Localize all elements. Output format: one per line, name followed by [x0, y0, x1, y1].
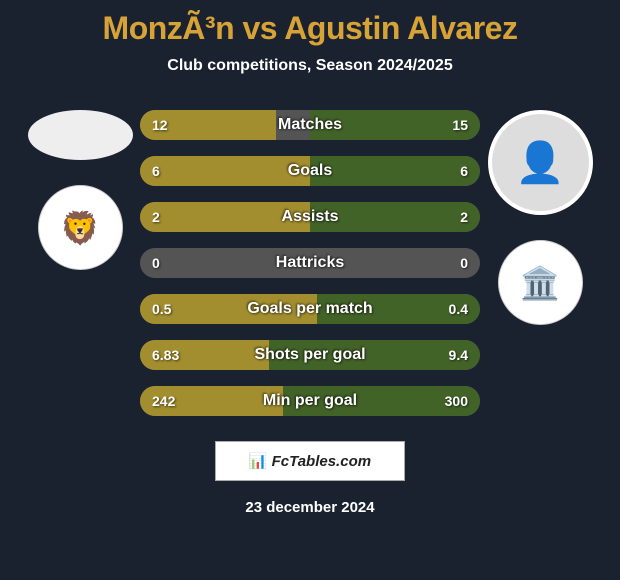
- bar-label: Goals per match: [247, 300, 372, 318]
- club-emoji-icon: 🦁: [60, 209, 100, 247]
- subtitle: Club competitions, Season 2024/2025: [0, 57, 620, 75]
- bar-value-right: 0: [460, 255, 468, 271]
- bar-value-right: 300: [445, 393, 468, 409]
- player-left-club-badge: 🦁: [38, 185, 123, 270]
- bar-value-right: 6: [460, 163, 468, 179]
- bar-fill-right: [310, 156, 480, 186]
- footer-brand-text: FcTables.com: [272, 453, 371, 470]
- stat-bar-row: 2 Assists 2: [140, 202, 480, 232]
- bar-label: Goals: [288, 162, 332, 180]
- club-emoji-icon: 🏛️: [520, 264, 560, 302]
- bar-value-left: 0.5: [152, 301, 171, 317]
- bar-value-right: 15: [452, 117, 468, 133]
- bar-value-left: 6.83: [152, 347, 179, 363]
- left-player-column: 🦁: [20, 105, 140, 270]
- bar-label: Matches: [278, 116, 342, 134]
- chart-icon: 📊: [249, 452, 268, 470]
- player-right-club-badge: 🏛️: [498, 240, 583, 325]
- bar-label: Min per goal: [263, 392, 357, 410]
- footer-brand[interactable]: 📊 FcTables.com: [215, 441, 405, 481]
- bar-fill-left: [140, 156, 310, 186]
- bar-value-left: 12: [152, 117, 168, 133]
- stat-bar-row: 0.5 Goals per match 0.4: [140, 294, 480, 324]
- bar-label: Hattricks: [276, 254, 344, 272]
- page-title: MonzÃ³n vs Agustin Alvarez: [0, 10, 620, 47]
- stat-bars: 12 Matches 15 6 Goals 6 2 Assists 2 0 Hattricks 0 0.…: [140, 105, 480, 416]
- player-left-avatar-placeholder: [28, 110, 133, 160]
- player-right-avatar: 👤: [488, 110, 593, 215]
- bar-value-right: 0.4: [449, 301, 468, 317]
- main-content: 🦁 12Matches156Goals62Assists20Hattricks0…: [0, 105, 620, 416]
- stat-bar-row: 6 Goals 6: [140, 156, 480, 186]
- comparison-card: MonzÃ³n vs Agustin Alvarez Club competit…: [0, 0, 620, 580]
- bar-value-left: 0: [152, 255, 160, 271]
- stat-bar-row: 12 Matches 15: [140, 110, 480, 140]
- bar-value-right: 9.4: [449, 347, 468, 363]
- stat-bar-row: 242 Min per goal 300: [140, 386, 480, 416]
- avatar-emoji-icon: 👤: [515, 139, 565, 186]
- stat-bar-row: 0 Hattricks 0: [140, 248, 480, 278]
- bar-value-right: 2: [460, 209, 468, 225]
- bar-value-left: 2: [152, 209, 160, 225]
- right-player-column: 👤 🏛️: [480, 105, 600, 325]
- bar-label: Shots per goal: [254, 346, 365, 364]
- bar-label: Assists: [282, 208, 339, 226]
- date-label: 23 december 2024: [0, 499, 620, 516]
- stat-bar-row: 6.83 Shots per goal 9.4: [140, 340, 480, 370]
- bar-value-left: 242: [152, 393, 175, 409]
- bar-value-left: 6: [152, 163, 160, 179]
